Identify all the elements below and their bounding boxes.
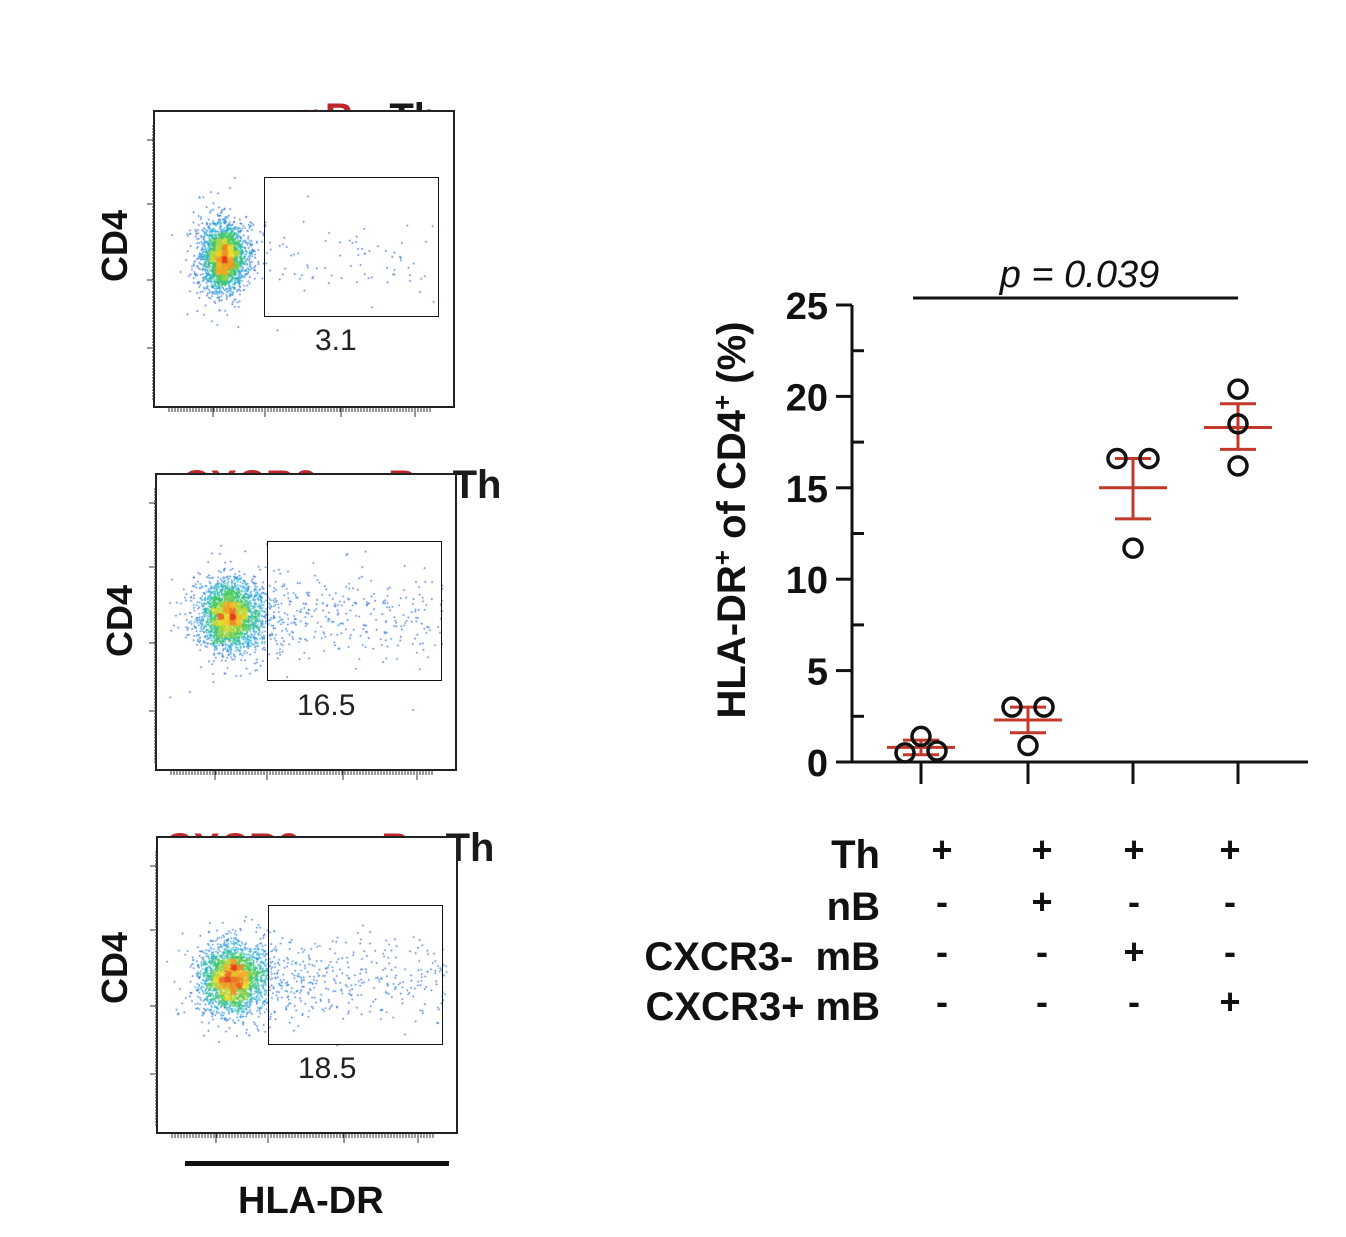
chart-marks: p = 0.039 xyxy=(887,254,1272,764)
facs-plot-1-density xyxy=(155,112,453,406)
data-point xyxy=(926,740,948,762)
facs-gate-1 xyxy=(264,177,439,317)
facs-gate-3 xyxy=(268,905,443,1045)
condition-row-label: CXCR3- mB xyxy=(644,935,880,979)
data-point xyxy=(1122,537,1144,559)
condition-symbol: - xyxy=(936,881,948,922)
data-point xyxy=(894,742,916,764)
y-tick-label: 10 xyxy=(786,560,828,602)
condition-symbol: + xyxy=(931,829,953,870)
significance-label: p = 0.039 xyxy=(999,254,1160,296)
data-point xyxy=(1227,378,1249,400)
facs-plot-3: 18.5 xyxy=(150,836,458,1143)
condition-symbol: - xyxy=(1128,981,1140,1022)
data-point xyxy=(1001,696,1023,718)
facs-gate-2 xyxy=(267,541,442,681)
facs-ticks xyxy=(150,851,434,1143)
facs-gate-2-percent: 16.5 xyxy=(297,689,356,722)
condition-row-label: nB xyxy=(826,885,880,929)
condition-symbol: - xyxy=(936,931,948,972)
data-point xyxy=(1138,447,1160,470)
data-point xyxy=(1033,696,1055,718)
facs-x-axis-bar xyxy=(185,1161,449,1166)
facs-gate-1-percent: 3.1 xyxy=(315,324,357,357)
data-point xyxy=(1017,734,1039,757)
data-point xyxy=(910,725,932,748)
facs-gate-3-percent: 18.5 xyxy=(298,1052,357,1085)
facs-x-axis-label: HLA-DR xyxy=(238,1180,384,1222)
condition-symbol: + xyxy=(1219,829,1241,870)
condition-symbol: - xyxy=(1036,931,1048,972)
condition-symbol: + xyxy=(1031,881,1053,922)
facs-ticks xyxy=(149,488,433,780)
condition-row-label: CXCR3+ mB xyxy=(645,985,880,1029)
facs-plot-3-density xyxy=(158,838,456,1132)
y-tick-label: 5 xyxy=(807,652,828,694)
chart-axes: 0 5 10 15 20 25 xyxy=(786,286,1308,785)
facs-plot-2: 16.5 xyxy=(149,473,457,780)
condition-symbol: - xyxy=(1036,981,1048,1022)
data-point xyxy=(1227,455,1249,477)
y-tick-label: 15 xyxy=(786,469,828,511)
condition-symbol: + xyxy=(1031,829,1053,870)
condition-symbol: - xyxy=(1128,881,1140,922)
facs-plot-1: 3.1 xyxy=(147,110,455,417)
condition-symbol: - xyxy=(1224,931,1236,972)
condition-symbol: + xyxy=(1219,981,1241,1022)
facs-ticks xyxy=(147,125,431,417)
facs-plot-2-density xyxy=(157,475,455,769)
data-point xyxy=(1106,447,1128,470)
y-tick-label: 20 xyxy=(786,377,828,419)
data-point xyxy=(1227,413,1249,435)
condition-symbol: + xyxy=(1123,829,1145,870)
chart-y-axis-label: HLA-DR+ of CD4+ (%) xyxy=(707,321,754,718)
condition-symbol: + xyxy=(1123,931,1145,972)
condition-symbol: - xyxy=(936,981,948,1022)
condition-symbol: - xyxy=(1224,881,1236,922)
y-tick-label: 0 xyxy=(807,743,828,785)
facs-panel-2-tcell: Th xyxy=(452,463,502,507)
condition-row-label: Th xyxy=(831,833,880,877)
y-tick-label: 25 xyxy=(786,286,828,328)
